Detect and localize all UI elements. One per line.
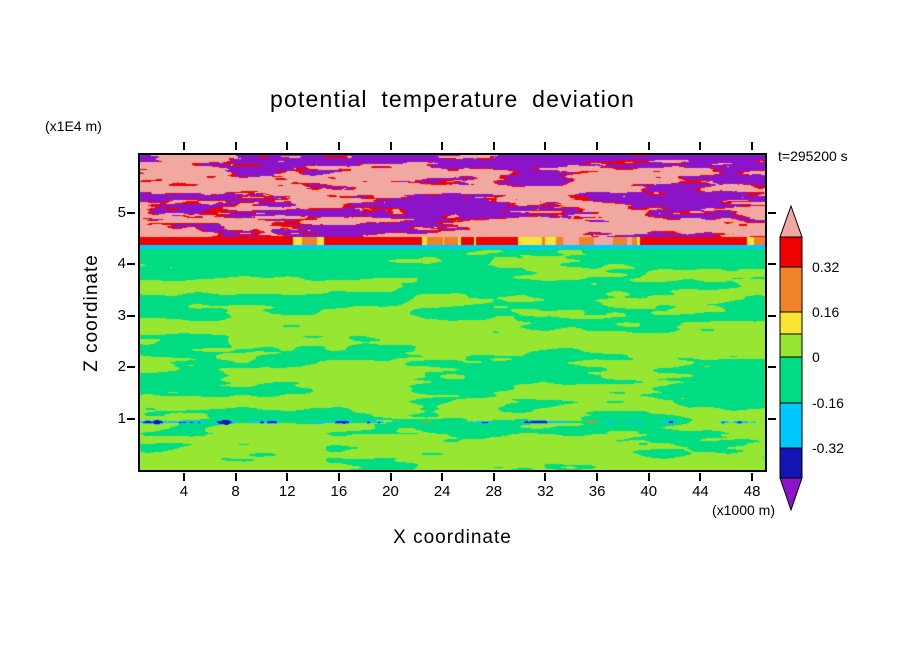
x-axis-title: X coordinate bbox=[393, 527, 512, 548]
colorbar-segment bbox=[779, 333, 803, 358]
x-tick-top bbox=[389, 142, 392, 150]
y-tick-label: 1 bbox=[117, 409, 126, 427]
x-tick-top bbox=[751, 142, 754, 150]
x-tick-top bbox=[647, 142, 650, 150]
x-tick-top bbox=[441, 142, 444, 150]
x-tick-top bbox=[234, 142, 237, 150]
x-tick-bottom bbox=[492, 473, 495, 481]
x-tick-bottom bbox=[234, 473, 237, 481]
colorbar-segment bbox=[779, 266, 803, 313]
x-tick-bottom bbox=[182, 473, 185, 481]
y-axis-unit-label: (x1E4 m) bbox=[45, 118, 102, 134]
colorbar-arrow-bottom bbox=[779, 477, 803, 512]
x-tick-label: 48 bbox=[743, 483, 761, 500]
x-tick-top bbox=[337, 142, 340, 150]
colorbar bbox=[779, 205, 803, 512]
x-tick-label: 44 bbox=[692, 483, 709, 500]
x-tick-bottom bbox=[647, 473, 650, 481]
x-tick-bottom bbox=[337, 473, 340, 481]
colorbar-tick-label: 0.32 bbox=[812, 259, 840, 275]
y-tick-left bbox=[127, 211, 135, 214]
x-tick-bottom bbox=[544, 473, 547, 481]
heatmap-field bbox=[140, 155, 765, 470]
y-tick-label: 5 bbox=[117, 203, 126, 221]
x-tick-label: 28 bbox=[485, 483, 503, 500]
x-tick-label: 20 bbox=[382, 483, 399, 500]
x-tick-label: 16 bbox=[330, 483, 348, 500]
colorbar-segment bbox=[779, 402, 803, 449]
colorbar-segment bbox=[779, 311, 803, 335]
colorbar-arrow-top bbox=[779, 205, 803, 238]
y-tick-right bbox=[768, 366, 776, 369]
x-tick-label: 4 bbox=[179, 483, 189, 500]
x-tick-top bbox=[544, 142, 547, 150]
x-tick-top bbox=[182, 142, 185, 150]
y-tick-left bbox=[127, 314, 135, 317]
colorbar-segment bbox=[779, 236, 803, 268]
y-tick-label: 4 bbox=[117, 255, 126, 273]
x-tick-label: 40 bbox=[640, 483, 658, 500]
y-tick-right bbox=[768, 263, 776, 266]
x-tick-top bbox=[286, 142, 289, 150]
colorbar-tick-label: 0 bbox=[812, 349, 820, 365]
x-tick-bottom bbox=[596, 473, 599, 481]
colorbar-segment bbox=[779, 447, 803, 479]
y-tick-label: 3 bbox=[117, 306, 126, 324]
time-annotation: t=295200 s bbox=[778, 148, 848, 164]
y-tick-left bbox=[127, 366, 135, 369]
colorbar-tick-label: 0.16 bbox=[812, 304, 840, 320]
x-tick-label: 32 bbox=[537, 483, 554, 500]
y-tick-left bbox=[127, 263, 135, 266]
x-tick-bottom bbox=[441, 473, 444, 481]
x-tick-label: 8 bbox=[231, 483, 240, 500]
x-tick-top bbox=[492, 142, 495, 150]
x-tick-top bbox=[596, 142, 599, 150]
x-axis-unit-label: (x1000 m) bbox=[711, 502, 775, 518]
y-tick-right bbox=[768, 314, 776, 317]
y-tick-left bbox=[127, 417, 135, 420]
colorbar-tick-label: -0.16 bbox=[812, 395, 844, 411]
x-tick-top bbox=[699, 142, 702, 150]
x-tick-label: 24 bbox=[433, 483, 451, 500]
y-tick-right bbox=[768, 211, 776, 214]
x-tick-bottom bbox=[389, 473, 392, 481]
x-tick-bottom bbox=[751, 473, 754, 481]
colorbar-segment bbox=[779, 356, 803, 404]
colorbar-tick-label: -0.32 bbox=[812, 440, 844, 456]
x-tick-label: 36 bbox=[588, 483, 606, 500]
x-tick-bottom bbox=[286, 473, 289, 481]
x-tick-bottom bbox=[699, 473, 702, 481]
plot-frame bbox=[138, 153, 767, 472]
y-tick-label: 2 bbox=[117, 358, 126, 376]
x-tick-label: 12 bbox=[278, 483, 296, 500]
chart-title: potential temperature deviation bbox=[269, 86, 635, 112]
y-tick-right bbox=[768, 417, 776, 420]
